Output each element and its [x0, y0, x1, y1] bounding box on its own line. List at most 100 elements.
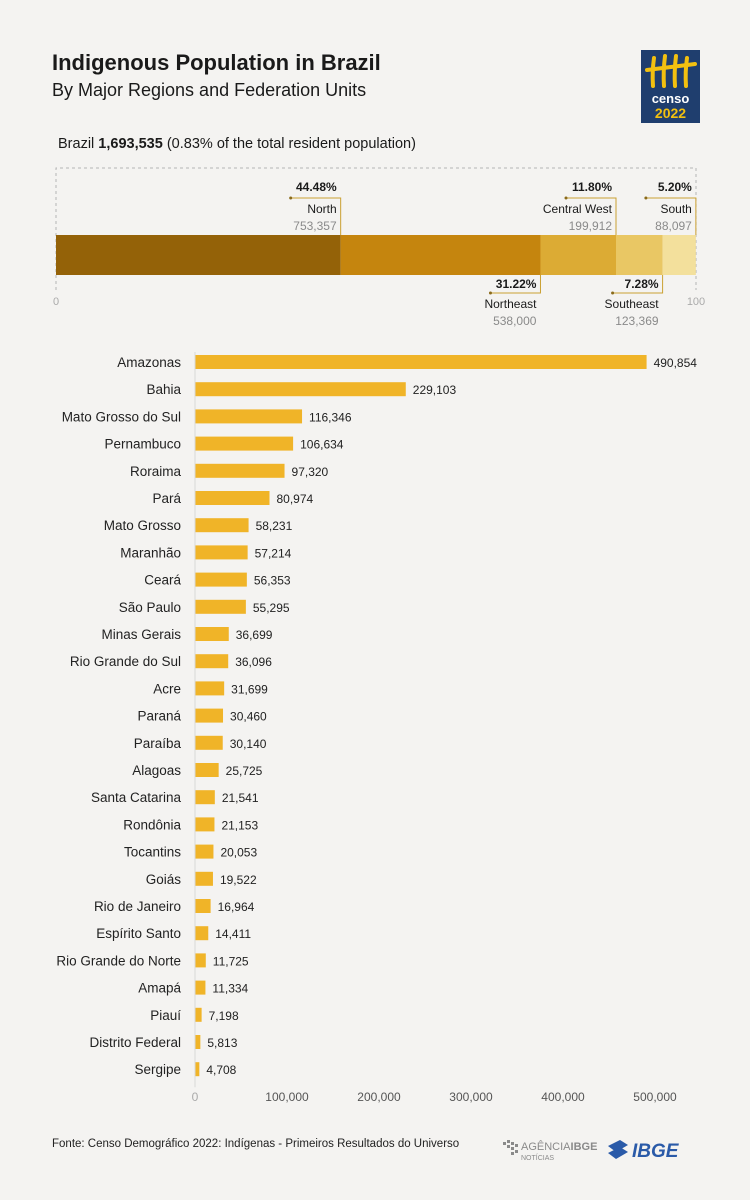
category-label: Alagoas: [132, 763, 181, 778]
value-label: 55,295: [253, 601, 290, 615]
percent-southeast: 7.28%: [625, 277, 659, 291]
bar: [195, 572, 247, 587]
total-note: (0.83% of the total resident population): [166, 136, 416, 152]
x-tick-label: 100,000: [265, 1090, 309, 1104]
category-label: Mato Grosso: [104, 518, 181, 533]
bar: [195, 980, 206, 995]
category-label: Acre: [153, 681, 181, 696]
bar: [195, 1062, 200, 1077]
category-label: Maranhão: [120, 545, 181, 560]
value-label: 16,964: [218, 900, 255, 914]
segment-southeast: [616, 235, 663, 275]
ibge-word: IBGE: [632, 1141, 680, 1162]
value-label: 19,522: [220, 873, 257, 887]
svg-text:AGÊNCIAIBGE: AGÊNCIAIBGE: [521, 1140, 597, 1153]
category-label: Goiás: [146, 872, 182, 887]
value-label: 30,140: [230, 737, 267, 751]
category-label: Espírito Santo: [96, 926, 181, 941]
value-label: 21,541: [222, 791, 259, 805]
bar: [195, 436, 294, 451]
value-label: 20,053: [220, 846, 257, 860]
total-label: Brazil: [58, 136, 95, 152]
category-label: Roraima: [130, 464, 182, 479]
category-label: Sergipe: [134, 1062, 181, 1077]
bar: [195, 518, 249, 533]
source-note: Fonte: Censo Demográfico 2022: Indígenas…: [52, 1138, 460, 1150]
category-label: Amapá: [138, 981, 181, 996]
page-title: Indigenous Population in Brazil: [52, 50, 381, 75]
value-southeast: 123,369: [615, 314, 659, 328]
axis-max-label: 100: [687, 296, 705, 308]
bar: [195, 790, 215, 805]
value-label: 106,634: [300, 438, 344, 452]
bar: [195, 654, 229, 669]
leader-dot-southeast: [611, 291, 615, 295]
regions-stacked-bar-chart: 0 100 44.48% North 753,357 31.22% Northeast 538…: [53, 167, 705, 328]
segment-north: [56, 235, 341, 275]
value-label: 56,353: [254, 574, 291, 588]
value-central-west: 199,912: [569, 219, 613, 233]
logo-year: 2022: [655, 105, 686, 121]
tally-marks-icon: [645, 54, 697, 88]
bar: [195, 409, 303, 424]
ibge-mark-icon: [608, 1140, 628, 1159]
category-label: Minas Gerais: [101, 627, 181, 642]
bar: [195, 463, 285, 478]
bar: [195, 926, 209, 941]
category-label: Paraíba: [134, 736, 182, 751]
name-south: South: [661, 202, 692, 216]
value-label: 25,725: [226, 764, 263, 778]
bar: [195, 763, 219, 777]
value-label: 57,214: [255, 546, 292, 560]
percent-north: 44.48%: [296, 180, 337, 194]
bar: [195, 899, 211, 913]
agencia-ibge-word: IBGE: [571, 1141, 598, 1153]
category-label: Bahia: [146, 382, 181, 397]
logo-word: censo: [652, 91, 690, 106]
bar: [195, 708, 224, 723]
category-label: Santa Catarina: [91, 790, 182, 805]
value-north: 753,357: [293, 219, 337, 233]
category-label: Ceará: [144, 573, 181, 588]
leader-dot-north: [289, 196, 293, 200]
leader-south: [645, 197, 697, 235]
category-label: Rondônia: [123, 817, 181, 832]
states-bar-chart: Amazonas 490,854 Bahia 229,103 Mato Grosso d…: [56, 352, 697, 1104]
category-label: Paraná: [137, 709, 181, 724]
leader-central-west: [566, 197, 617, 235]
value-label: 31,699: [231, 682, 268, 696]
segment-northeast: [340, 235, 541, 275]
bar: [195, 953, 206, 968]
value-label: 5,813: [207, 1036, 237, 1050]
category-label: Amazonas: [117, 355, 181, 370]
leader-dot-central-west: [564, 196, 568, 200]
x-tick-label: 0: [192, 1090, 199, 1104]
value-label: 4,708: [206, 1063, 236, 1077]
value-label: 97,320: [292, 465, 329, 479]
x-tick-label: 300,000: [449, 1090, 493, 1104]
bar: [195, 817, 215, 832]
name-northeast: Northeast: [484, 297, 537, 311]
segment-central-west: [540, 235, 616, 275]
bar: [195, 599, 246, 614]
leader-dot-south: [644, 196, 648, 200]
value-label: 36,096: [235, 655, 272, 669]
percent-central-west: 11.80%: [572, 180, 612, 194]
category-label: Tocantins: [124, 845, 181, 860]
leader-dot-northeast: [488, 291, 492, 295]
value-label: 80,974: [276, 492, 313, 506]
value-label: 58,231: [256, 519, 293, 533]
value-northeast: 538,000: [493, 314, 537, 328]
leader-north: [290, 197, 342, 235]
leader-northeast: [490, 275, 541, 294]
value-label: 116,346: [309, 410, 352, 424]
value-label: 21,153: [221, 818, 258, 832]
category-label: Rio Grande do Sul: [70, 654, 181, 669]
axis-min-label: 0: [53, 296, 59, 308]
page-subtitle: By Major Regions and Federation Units: [52, 80, 367, 100]
agencia-word: AGÊNCIA: [521, 1140, 571, 1153]
bar: [195, 382, 406, 397]
leader-southeast: [612, 275, 664, 294]
value-label: 7,198: [209, 1009, 239, 1023]
segment-south: [662, 235, 696, 275]
